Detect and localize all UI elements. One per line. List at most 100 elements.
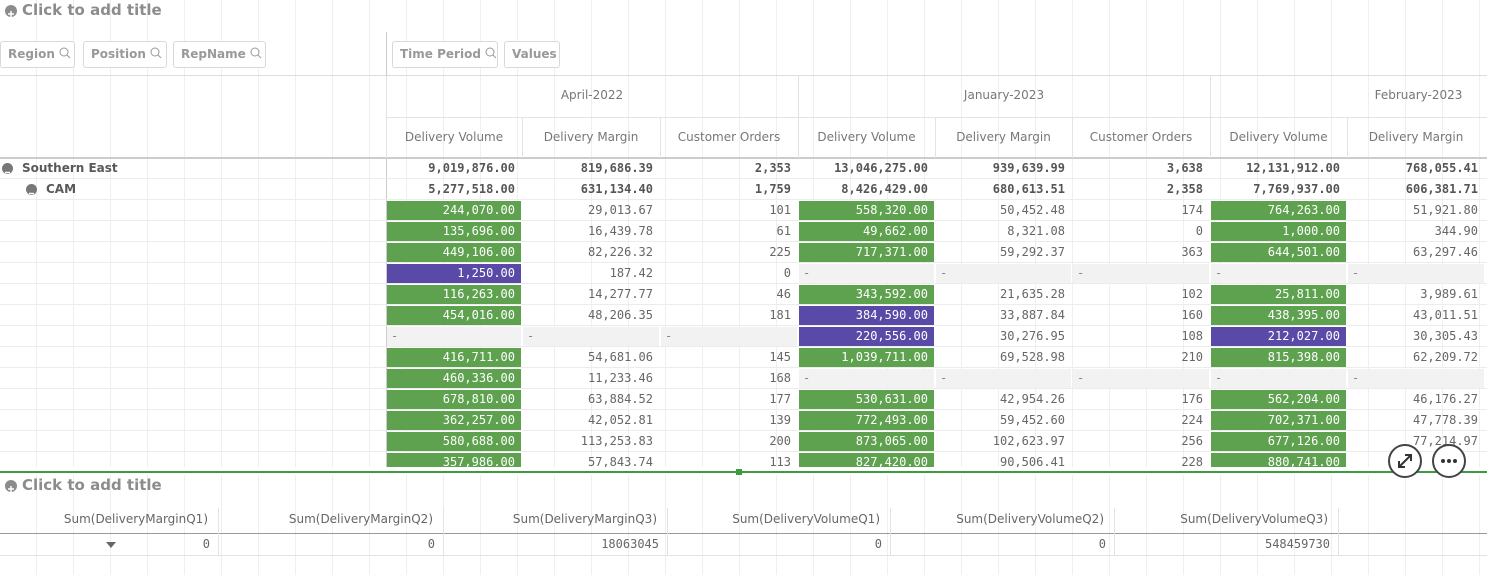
column-header[interactable]: Sum(DeliveryMarginQ2): [288, 512, 433, 526]
more-icon: [1441, 459, 1457, 463]
cell: -: [1211, 264, 1346, 283]
cell: -: [799, 369, 934, 388]
divider: [1072, 118, 1073, 158]
cell: 102: [1181, 287, 1203, 301]
highlighted-cell: 25,811.00: [1211, 285, 1346, 304]
row-divider: [0, 220, 1487, 221]
dimension-pill[interactable]: Position: [83, 41, 167, 68]
highlighted-cell: 815,398.00: [1211, 348, 1346, 367]
divider: [667, 508, 668, 556]
dimension-pill[interactable]: RepName: [173, 41, 266, 68]
highlighted-cell: 416,711.00: [387, 348, 521, 367]
highlighted-cell: 1,000.00: [1211, 222, 1346, 241]
cell: 61: [776, 224, 791, 238]
cell: 177: [769, 392, 791, 406]
cell: 548459730: [1264, 537, 1330, 551]
cell: 224: [1181, 413, 1203, 427]
cell: 59,292.37: [999, 245, 1065, 259]
cell: 0: [1195, 224, 1203, 238]
row-divider: [0, 451, 1487, 452]
cell: 176: [1181, 392, 1203, 406]
row-divider: [0, 430, 1487, 431]
row-divider: [0, 199, 1487, 200]
search-icon: [250, 47, 262, 59]
measure-header: Delivery Margin: [956, 130, 1051, 144]
cell: -: [523, 327, 659, 346]
cell: 200: [769, 434, 791, 448]
dimension-pill[interactable]: Region: [0, 41, 75, 68]
cell: 113,253.83: [580, 434, 653, 448]
divider: [0, 157, 1487, 159]
pill-label: Position: [91, 47, 146, 61]
cell: 46,176.27: [1412, 392, 1478, 406]
cell: 210: [1181, 350, 1203, 364]
add-icon: [5, 480, 17, 492]
cell: 363: [1181, 245, 1203, 259]
collapse-icon[interactable]: [2, 163, 13, 174]
cell: 90,506.41: [999, 455, 1065, 467]
cell: 21,635.28: [999, 287, 1065, 301]
cell: 108: [1181, 329, 1203, 343]
highlighted-cell: 244,070.00: [387, 201, 521, 220]
cell: 62,209.72: [1412, 350, 1478, 364]
divider: [1114, 508, 1115, 556]
cell: 187.42: [609, 266, 653, 280]
cell: 33,887.84: [999, 308, 1065, 322]
divider: [935, 118, 936, 158]
row-divider: [0, 367, 1487, 368]
cell: 5,277,518.00: [428, 182, 515, 196]
cell: 2,353: [754, 161, 791, 175]
cell: 0: [1098, 537, 1106, 551]
cell: 0: [874, 537, 882, 551]
title[interactable]: Click to add title: [22, 1, 162, 19]
measure-header: Delivery Margin: [1368, 130, 1464, 144]
cell: 43,011.51: [1412, 308, 1478, 322]
cell: 3,638: [1166, 161, 1203, 175]
period-header: January-2023: [963, 88, 1045, 102]
pill-label: Region: [8, 47, 55, 61]
cell: 145: [769, 350, 791, 364]
highlighted-cell: 717,371.00: [799, 243, 934, 262]
cell: 1,759: [754, 182, 791, 196]
dimension-pill[interactable]: Time Period: [392, 41, 498, 68]
divider: [218, 508, 219, 556]
cell: 0: [202, 537, 210, 551]
row-divider: [0, 388, 1487, 389]
collapse-icon[interactable]: [26, 184, 37, 195]
pivot-panel: Click to add title Region Position RepName T…: [0, 0, 1487, 467]
add-icon: [5, 5, 17, 17]
row-divider: [0, 241, 1487, 242]
cell: 77,214.97: [1412, 434, 1478, 448]
cell: 69,528.98: [999, 350, 1065, 364]
title[interactable]: Click to add title: [22, 476, 162, 494]
resize-handle[interactable]: [736, 469, 742, 475]
highlighted-cell: 562,204.00: [1211, 390, 1346, 409]
cell: 59,452.60: [999, 413, 1065, 427]
cell: 344.90: [1434, 224, 1478, 238]
row-divider: [0, 178, 1487, 179]
column-header[interactable]: Sum(DeliveryVolumeQ1): [732, 512, 880, 526]
more-button[interactable]: [1432, 444, 1466, 478]
column-header[interactable]: Sum(DeliveryVolumeQ2): [956, 512, 1104, 526]
column-header[interactable]: Sum(DeliveryVolumeQ3): [1180, 512, 1328, 526]
cell: 54,681.06: [587, 350, 653, 364]
expand-button[interactable]: [1388, 444, 1422, 478]
cell: 101: [769, 203, 791, 217]
cell: -: [799, 264, 934, 283]
highlighted-cell: 460,336.00: [387, 369, 521, 388]
cell: 8,321.08: [1007, 224, 1065, 238]
dimension-pill[interactable]: Values: [504, 41, 560, 68]
measure-header: Customer Orders: [1089, 130, 1193, 144]
highlighted-cell: 49,662.00: [799, 222, 934, 241]
row-divider: [0, 409, 1487, 410]
cell: 16,439.78: [587, 224, 653, 238]
divider: [0, 555, 1487, 556]
cell: 51,921.80: [1412, 203, 1478, 217]
column-header[interactable]: Sum(DeliveryMarginQ3): [512, 512, 657, 526]
highlighted-cell: 880,741.00: [1211, 453, 1346, 467]
column-header[interactable]: Sum(DeliveryMarginQ1): [63, 512, 208, 526]
cell: 46: [776, 287, 791, 301]
divider: [386, 76, 387, 158]
row-label: CAM: [46, 182, 77, 196]
highlighted-cell: 1,039,711.00: [799, 348, 934, 367]
